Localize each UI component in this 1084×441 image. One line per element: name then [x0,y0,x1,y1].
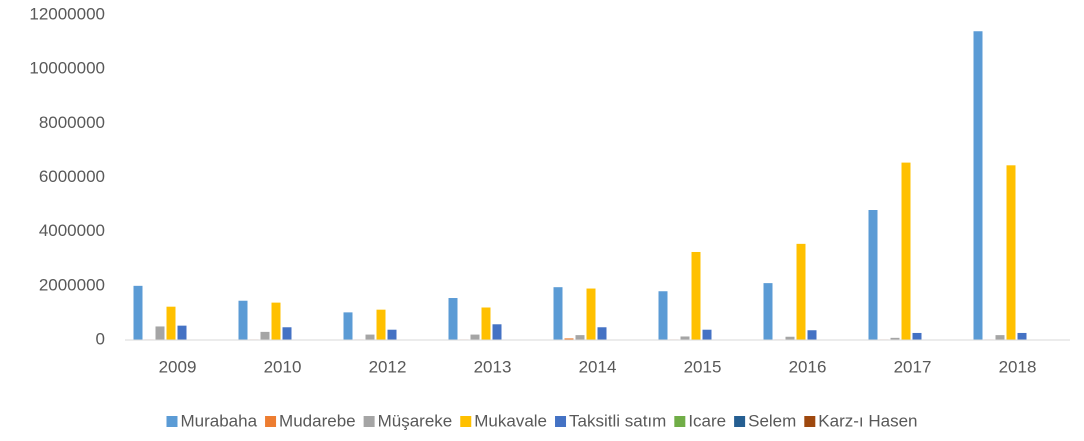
bar [691,251,701,340]
bar [1017,332,1027,340]
legend-label: Selem [748,411,796,430]
legend-label: Icare [688,411,726,430]
y-tick-label: 12000000 [29,4,105,23]
bar [448,298,458,340]
bar [260,331,270,340]
bar [785,336,795,340]
bar [282,327,292,340]
legend-label: Karz-ı Hasen [818,411,917,430]
legend-swatch [555,416,567,427]
bar [796,243,806,340]
x-tick-label: 2015 [684,357,722,376]
legend-label: Taksitli satım [569,411,666,430]
bar [166,306,176,340]
bar [807,330,817,340]
x-tick-label: 2010 [264,357,302,376]
bar [387,329,397,340]
x-tick-label: 2012 [369,357,407,376]
bar [901,162,911,340]
bar [238,300,248,340]
bar [553,287,563,340]
legend-item: Karz-ı Hasen [804,411,918,430]
y-tick-label: 8000000 [39,113,105,132]
x-tick-label: 2016 [789,357,827,376]
legend-item: Selem [734,411,796,430]
legend-swatch [734,416,746,427]
x-tick-label: 2017 [894,357,932,376]
bar [564,338,574,340]
bar [586,288,596,340]
bar [365,334,375,340]
bar [470,334,480,340]
x-tick-label: 2014 [579,357,617,376]
bar [492,324,502,340]
bar [177,325,187,340]
legend-swatch [166,416,178,427]
legend-item: Murabaha [166,411,258,430]
legend-swatch [460,416,472,427]
bar [1006,165,1016,340]
x-tick-label: 2009 [159,357,197,376]
bar [973,31,983,340]
legend-item: Taksitli satım [555,411,666,430]
bar [271,302,281,340]
bar [481,307,491,340]
bar [912,332,922,340]
legend-item: Mukavale [460,411,547,430]
y-tick-label: 4000000 [39,221,105,240]
legend-item: Mudarebe [265,411,356,430]
legend-label: Müşareke [378,411,453,430]
legend-item: Müşareke [363,411,453,430]
y-tick-label: 6000000 [39,167,105,186]
bar [995,335,1005,340]
y-tick-label: 0 [96,329,105,348]
bar [376,309,386,340]
y-tick-label: 2000000 [39,275,105,294]
bar [680,336,690,340]
legend-item: Icare [674,411,726,430]
bar [343,312,353,340]
bar [597,327,607,340]
legend-label: Mukavale [474,411,547,430]
bar [763,283,773,340]
bar [702,329,712,340]
bar [133,285,143,340]
x-tick-label: 2013 [474,357,512,376]
bar [658,291,668,340]
legend-swatch [265,416,277,427]
x-tick-label: 2018 [999,357,1037,376]
bar [890,337,900,340]
bar [575,335,585,340]
legend-label: Mudarebe [279,411,356,430]
legend-swatch [674,416,686,427]
bar [868,210,878,340]
legend-swatch [804,416,816,427]
bar [155,326,165,340]
y-tick-label: 10000000 [29,59,105,78]
legend-label: Murabaha [180,411,257,430]
legend-swatch [363,416,375,427]
